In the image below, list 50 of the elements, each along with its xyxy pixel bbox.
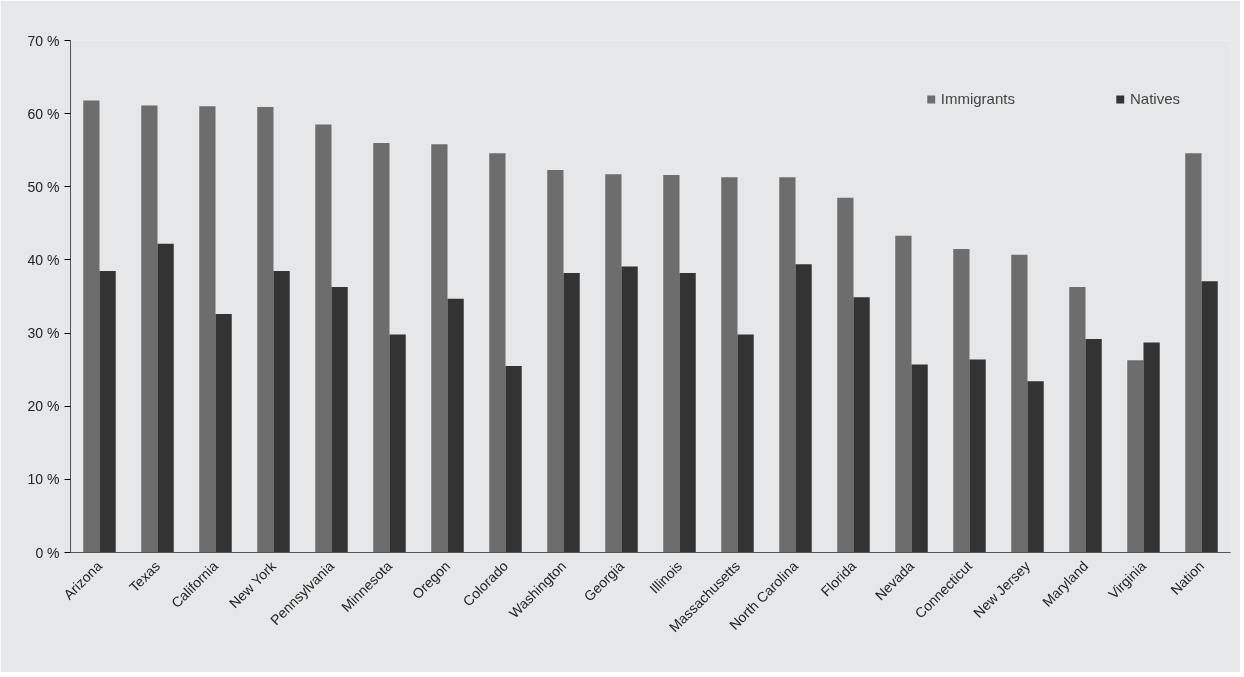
bar [1143, 342, 1160, 553]
bar [795, 264, 812, 553]
bar [621, 266, 638, 553]
y-tick-label: 10 % [27, 471, 60, 488]
bar [1201, 281, 1218, 553]
bar [1011, 254, 1028, 553]
bar [663, 175, 680, 553]
bar [1085, 338, 1102, 553]
legend-label: Immigrants [940, 90, 1015, 107]
bar [563, 273, 580, 553]
bar [605, 174, 622, 553]
legend-label: Natives [1129, 90, 1180, 107]
bar [315, 124, 332, 553]
bar [505, 365, 522, 553]
bar [257, 107, 274, 553]
bar [273, 270, 290, 553]
bar [199, 106, 216, 553]
bar [1127, 360, 1144, 553]
y-tick-label: 70 % [27, 32, 60, 49]
bar [431, 144, 448, 553]
bar [99, 270, 116, 553]
bar [1027, 381, 1044, 553]
bar [157, 243, 174, 553]
bar [895, 235, 912, 553]
bar [953, 248, 970, 553]
bar [389, 334, 406, 553]
bar [83, 100, 100, 553]
bar [1069, 286, 1086, 553]
y-tick-label: 0 % [35, 544, 60, 561]
bar [141, 105, 158, 553]
bar [331, 286, 348, 553]
y-tick-label: 40 % [27, 251, 60, 268]
bar [547, 169, 564, 553]
y-tick-label: 20 % [27, 398, 60, 415]
bar [853, 297, 870, 553]
y-tick-label: 30 % [27, 325, 60, 342]
y-tick-label: 60 % [27, 105, 60, 122]
bar [679, 273, 696, 553]
bar [911, 364, 928, 553]
bar [721, 177, 738, 553]
bar [737, 334, 754, 553]
bar [1185, 153, 1202, 553]
bar [489, 153, 506, 553]
bar [447, 298, 464, 553]
bar [969, 359, 986, 553]
bar [837, 197, 854, 553]
bar [373, 142, 390, 553]
bar [779, 177, 796, 553]
y-tick-label: 50 % [27, 178, 60, 195]
bar [215, 314, 232, 553]
